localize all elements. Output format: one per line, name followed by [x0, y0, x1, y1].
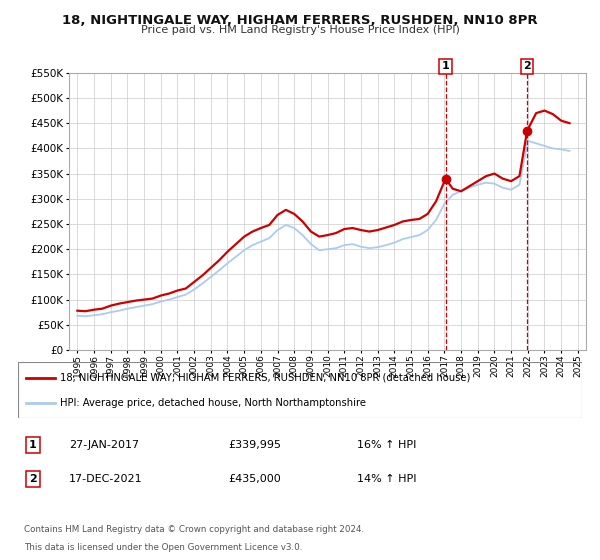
Text: Price paid vs. HM Land Registry's House Price Index (HPI): Price paid vs. HM Land Registry's House … — [140, 25, 460, 35]
Text: 2: 2 — [29, 474, 37, 484]
Text: This data is licensed under the Open Government Licence v3.0.: This data is licensed under the Open Gov… — [24, 543, 302, 552]
Text: 18, NIGHTINGALE WAY, HIGHAM FERRERS, RUSHDEN, NN10 8PR (detached house): 18, NIGHTINGALE WAY, HIGHAM FERRERS, RUS… — [60, 373, 470, 383]
Text: £435,000: £435,000 — [228, 474, 281, 484]
Text: Contains HM Land Registry data © Crown copyright and database right 2024.: Contains HM Land Registry data © Crown c… — [24, 525, 364, 534]
Text: £339,995: £339,995 — [228, 440, 281, 450]
Text: 14% ↑ HPI: 14% ↑ HPI — [357, 474, 416, 484]
Text: 1: 1 — [442, 62, 449, 72]
Text: 27-JAN-2017: 27-JAN-2017 — [69, 440, 139, 450]
Text: 18, NIGHTINGALE WAY, HIGHAM FERRERS, RUSHDEN, NN10 8PR: 18, NIGHTINGALE WAY, HIGHAM FERRERS, RUS… — [62, 14, 538, 27]
Text: 1: 1 — [29, 440, 37, 450]
Text: 2: 2 — [523, 62, 531, 72]
Text: 17-DEC-2021: 17-DEC-2021 — [69, 474, 143, 484]
Text: 16% ↑ HPI: 16% ↑ HPI — [357, 440, 416, 450]
Text: HPI: Average price, detached house, North Northamptonshire: HPI: Average price, detached house, Nort… — [60, 398, 366, 408]
